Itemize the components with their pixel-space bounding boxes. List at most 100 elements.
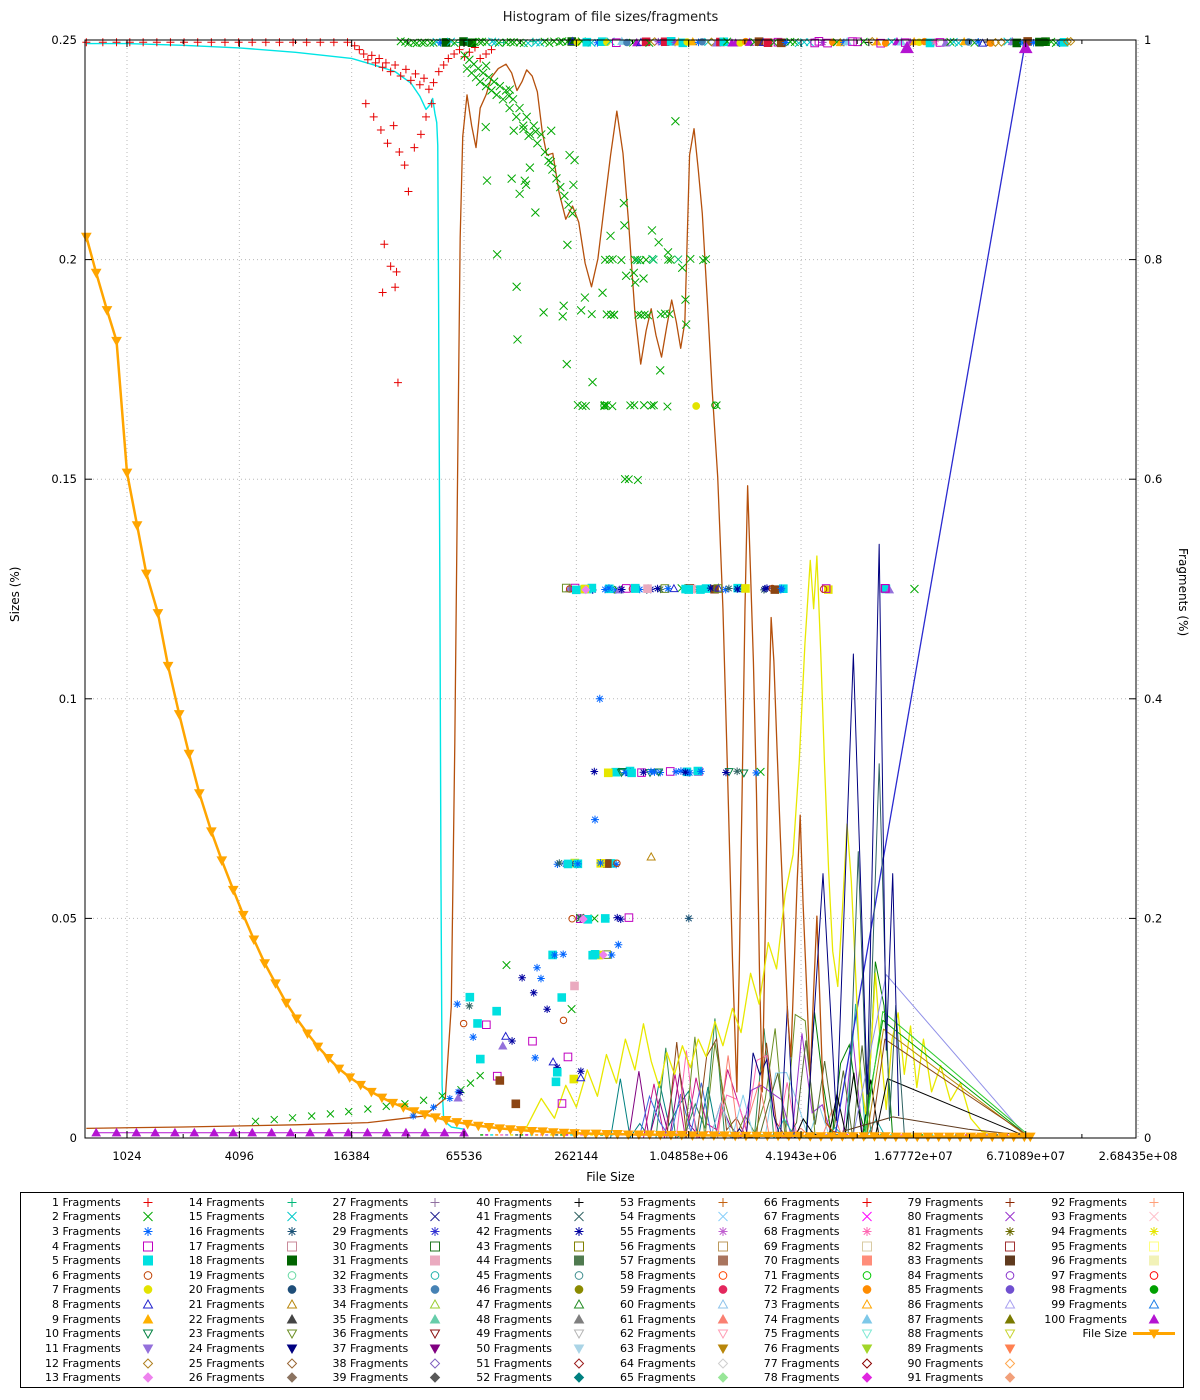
legend-entry: 81 Fragments <box>890 1224 1034 1239</box>
x-tick-label: 4.1943e+06 <box>765 1149 837 1163</box>
legend-entry: 16 Fragments <box>171 1224 315 1239</box>
circle-icon <box>574 1285 584 1295</box>
legend-entry-label: 81 Fragments <box>907 1225 984 1239</box>
x-tick-label: 262144 <box>554 1149 598 1163</box>
legend-entry: 7 Fragments <box>27 1283 171 1298</box>
square-icon <box>1149 1255 1159 1266</box>
legend-entry-label: 6 Fragments <box>51 1268 121 1282</box>
cross-icon <box>430 1212 441 1222</box>
square-icon <box>430 1255 441 1266</box>
legend-entry-label: 12 Fragments <box>44 1356 121 1370</box>
legend-entry: 11 Fragments <box>27 1341 171 1356</box>
legend-entry: 44 Fragments <box>458 1253 602 1268</box>
top-marker-band <box>396 36 1076 48</box>
legend-entry: 62 Fragments <box>602 1327 746 1342</box>
cross-icon <box>717 1212 728 1222</box>
legend-entry-label: 82 Fragments <box>907 1239 984 1253</box>
legend-entry: 68 Fragments <box>746 1224 890 1239</box>
series-lavender-converge <box>852 974 1027 1137</box>
legend-entry-label: 70 Fragments <box>763 1254 840 1268</box>
legend-entry: 75 Fragments <box>746 1327 890 1342</box>
legend-entry-label: 84 Fragments <box>907 1268 984 1282</box>
legend-entry: 71 Fragments <box>746 1268 890 1283</box>
legend-entry-label: 34 Fragments <box>332 1298 409 1312</box>
legend-entry: 51 Fragments <box>458 1356 602 1371</box>
legend-entry: 20 Fragments <box>171 1283 315 1298</box>
triangle-open-icon <box>861 1299 872 1309</box>
y-right-tick-label: 0.6 <box>1144 472 1162 486</box>
legend-entry: 82 Fragments <box>890 1239 1034 1254</box>
series-yellow-oscillating <box>524 555 994 1136</box>
legend-entry-label: 57 Fragments <box>619 1254 696 1268</box>
legend-entry: 91 Fragments <box>890 1370 1034 1385</box>
square-open-icon <box>861 1241 872 1252</box>
legend-entry: 53 Fragments <box>602 1195 746 1210</box>
triangle-icon <box>717 1313 729 1324</box>
cross-icon <box>286 1212 297 1222</box>
legend-entry-label: 24 Fragments <box>188 1341 265 1355</box>
legend-entry: 35 Fragments <box>315 1312 459 1327</box>
legend-entry: 70 Fragments <box>746 1253 890 1268</box>
legend-entry-label: 15 Fragments <box>188 1210 265 1224</box>
circle-icon <box>143 1285 153 1295</box>
x-tick-label: 65536 <box>446 1149 483 1163</box>
legend-entry-label: 37 Fragments <box>332 1341 409 1355</box>
legend-entry-label: 98 Fragments <box>1051 1283 1127 1297</box>
legend-entry: 66 Fragments <box>746 1195 890 1210</box>
diamond-open-icon <box>1005 1357 1016 1369</box>
cross-icon <box>861 1212 872 1222</box>
legend-entry-label: 86 Fragments <box>907 1298 984 1312</box>
legend-entry-label: 99 Fragments <box>1051 1298 1127 1312</box>
legend-entry-label: 87 Fragments <box>907 1312 984 1326</box>
legend-entry: 72 Fragments <box>746 1283 890 1298</box>
triangle-open-icon <box>1004 1299 1016 1309</box>
legend-entry-label: 76 Fragments <box>763 1341 840 1355</box>
legend-entry: 34 Fragments <box>315 1297 459 1312</box>
legend-entry-label: 38 Fragments <box>332 1356 409 1370</box>
legend-entry-label: 42 Fragments <box>476 1225 552 1239</box>
legend-entry: 37 Fragments <box>315 1341 459 1356</box>
triangle-open-icon <box>717 1299 729 1309</box>
legend-entry: 94 Fragments <box>1033 1224 1177 1239</box>
legend-entry: 74 Fragments <box>746 1312 890 1327</box>
y-right-tick-label: 1 <box>1144 33 1151 47</box>
legend-entry: 76 Fragments <box>746 1341 890 1356</box>
asterisk-icon <box>574 1227 584 1237</box>
series-goldenrod-converge <box>866 1028 1027 1136</box>
legend-entry: 17 Fragments <box>171 1239 315 1254</box>
legend-entry-label: 71 Fragments <box>763 1268 840 1282</box>
legend-entry: 95 Fragments <box>1033 1239 1177 1254</box>
cross-icon <box>1005 1212 1016 1222</box>
diamond-icon <box>430 1372 441 1383</box>
legend-entry-label: 16 Fragments <box>188 1225 265 1239</box>
circle-icon <box>718 1285 728 1295</box>
legend-entry: 99 Fragments <box>1033 1297 1177 1312</box>
series-black-converge <box>874 1078 1026 1137</box>
legend-entry-label: 4 Fragments <box>51 1239 121 1253</box>
y-axis-right-title: Fragments (%) <box>1176 548 1190 637</box>
inv-triangle-open-icon <box>142 1329 154 1340</box>
legend-entry-label: 10 Fragments <box>44 1327 121 1341</box>
legend-entry-label: 31 Fragments <box>332 1254 409 1268</box>
legend-entry-label: 60 Fragments <box>619 1298 696 1312</box>
legend-entry: 67 Fragments <box>746 1210 890 1225</box>
legend-entry-label: 95 Fragments <box>1051 1239 1127 1253</box>
legend-entry: 6 Fragments <box>27 1268 171 1283</box>
plus-icon <box>574 1197 584 1207</box>
legend-entry: 97 Fragments <box>1033 1268 1177 1283</box>
diamond-open-icon <box>861 1357 872 1369</box>
x-tick-label: 16384 <box>333 1149 370 1163</box>
plus-icon <box>1005 1197 1015 1207</box>
legend-entry: 30 Fragments <box>315 1239 459 1254</box>
plus-icon <box>718 1197 728 1207</box>
legend-entry: 65 Fragments <box>602 1370 746 1385</box>
legend-entry-label: 52 Fragments <box>476 1371 552 1385</box>
legend-entry: 80 Fragments <box>890 1210 1034 1225</box>
inv-triangle-icon <box>286 1344 297 1354</box>
triangle-open-icon <box>286 1299 297 1309</box>
scatter-red-plus <box>82 38 496 387</box>
series-blue-rise <box>834 39 1027 1135</box>
y-left-tick-label: 0.05 <box>51 911 77 925</box>
triangle-icon <box>142 1313 154 1324</box>
diamond-icon <box>142 1372 153 1383</box>
